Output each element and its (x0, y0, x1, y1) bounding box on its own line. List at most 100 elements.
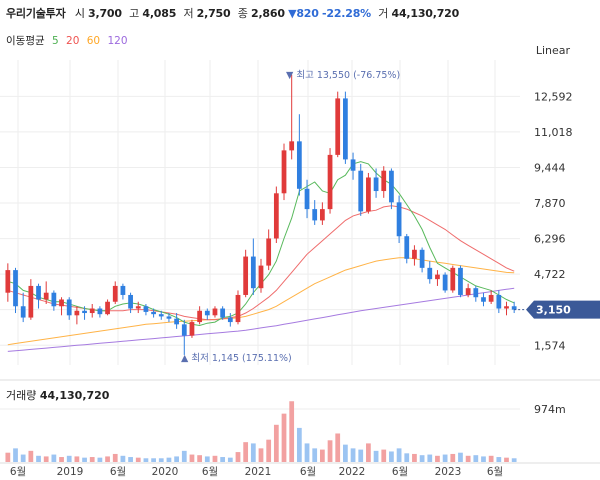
candle-body (112, 285, 118, 302)
volume-bar (266, 439, 272, 462)
candle-body (5, 270, 11, 293)
volume-bar (488, 455, 494, 462)
volume-bar (435, 455, 440, 462)
high-value: 4,085 (142, 7, 177, 20)
volume-bar (273, 424, 279, 462)
volume-bar (112, 453, 118, 462)
volume-bar (89, 457, 95, 462)
volume-bar (396, 448, 402, 462)
scale-toggle[interactable]: Linear (535, 44, 570, 57)
candle-body (296, 141, 302, 189)
volume-bar (43, 456, 49, 462)
price-tick-label: 6,296 (534, 233, 566, 246)
volume-bar (319, 449, 325, 462)
candle-body (419, 249, 425, 268)
candle-body (366, 177, 371, 212)
candles (5, 74, 517, 355)
candle-body (36, 285, 41, 300)
volume-bar (427, 454, 433, 462)
candle-body (327, 154, 333, 210)
candle-body (496, 294, 502, 309)
low-label: 저 (183, 7, 194, 20)
change-value: ▼820 (288, 7, 319, 20)
candle-body (120, 285, 126, 295)
open-value: 3,700 (88, 7, 122, 20)
volume-bar (20, 454, 26, 462)
volume-bar (281, 413, 287, 462)
volume-bar (158, 458, 164, 462)
candle-body (181, 324, 187, 336)
candle-body (97, 308, 103, 315)
candle-body (319, 209, 325, 221)
candle-body (89, 308, 95, 314)
volume-bar (151, 458, 156, 462)
change-percent: -22.28% (322, 7, 371, 20)
candle-body (243, 256, 249, 295)
candle-body (435, 274, 440, 280)
min-annotation: ▲ 최저 1,145 (175.11%) (181, 353, 292, 364)
candle-body (174, 318, 179, 325)
current-price-tag (526, 300, 600, 319)
candle-body (51, 292, 57, 307)
volume-bar (366, 443, 371, 462)
open-label: 시 (74, 7, 85, 20)
volume-bar (373, 450, 379, 462)
candle-body (511, 306, 517, 310)
volume-bar (82, 457, 87, 462)
candle-body (488, 294, 494, 302)
volume-bar (312, 448, 318, 462)
candle-body (227, 317, 233, 323)
volume-bar (74, 456, 80, 462)
ma-5: 5 (51, 35, 59, 47)
close-label: 종 (237, 7, 248, 20)
candle-body (166, 316, 172, 319)
moving-average-legend[interactable]: 이동평균 5 20 60 120 (6, 33, 132, 48)
volume-bar (28, 450, 34, 462)
stock-name: 우리기술투자 (6, 7, 66, 20)
volume-bar (473, 455, 479, 462)
ma-20: 20 (66, 35, 80, 47)
time-tick-label: 2023 (435, 466, 462, 478)
candle-body (412, 249, 417, 259)
candle-body (220, 308, 226, 318)
candle-body (458, 267, 463, 295)
volume-bar (51, 454, 57, 462)
volume-bar (511, 458, 517, 462)
candle-body (273, 193, 279, 239)
volume-bar (143, 458, 149, 462)
candle-body (343, 98, 348, 160)
candle-body (473, 288, 479, 298)
candle-body (43, 292, 49, 300)
candle-body (74, 310, 80, 316)
candle-body (189, 322, 195, 336)
time-tick-label: 6월 (392, 466, 408, 478)
candle-body (250, 256, 256, 289)
volume-panel-label: 거래량 44,130,720 (6, 387, 109, 403)
volume-bar (381, 449, 387, 462)
time-axis: 6월 2019 6월 2020 6월 2021 6월 2022 6월 2023 6월 (0, 462, 600, 478)
candle-body (13, 270, 18, 307)
candle-body (450, 267, 456, 291)
volume-bar (105, 456, 110, 462)
volume-bar (220, 457, 226, 462)
volume-bar (450, 453, 456, 462)
volume-bar (343, 444, 348, 462)
annotations: ▼ 최고 13,550 (-76.75%) ▲ 최저 1,145 (175.11%… (181, 70, 400, 364)
volume-bar (296, 427, 302, 462)
volume-bar (412, 453, 417, 462)
ma120-line (7, 287, 515, 352)
time-tick-label: 6월 (487, 466, 503, 478)
candle-body (258, 265, 264, 289)
candle-body (105, 301, 110, 315)
candle-body (481, 297, 486, 302)
volume-bar (97, 457, 103, 462)
volume-bar (481, 456, 486, 462)
time-tick-label: 6월 (300, 466, 316, 478)
volume-bar (5, 452, 11, 462)
candle-body (235, 294, 241, 323)
price-tick-label: 1,574 (534, 339, 566, 352)
candle-body (442, 274, 448, 291)
candle-body (151, 311, 156, 315)
volume-bar (212, 455, 218, 462)
candle-body (350, 159, 356, 171)
